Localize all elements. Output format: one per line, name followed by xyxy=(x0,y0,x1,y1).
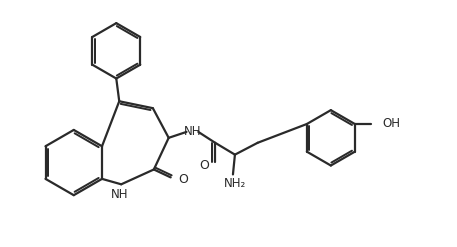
Text: O: O xyxy=(199,159,209,172)
Text: OH: OH xyxy=(383,118,400,130)
Text: NH: NH xyxy=(111,188,128,201)
Text: NH₂: NH₂ xyxy=(224,177,246,190)
Text: O: O xyxy=(179,173,188,186)
Text: NH: NH xyxy=(184,125,201,138)
